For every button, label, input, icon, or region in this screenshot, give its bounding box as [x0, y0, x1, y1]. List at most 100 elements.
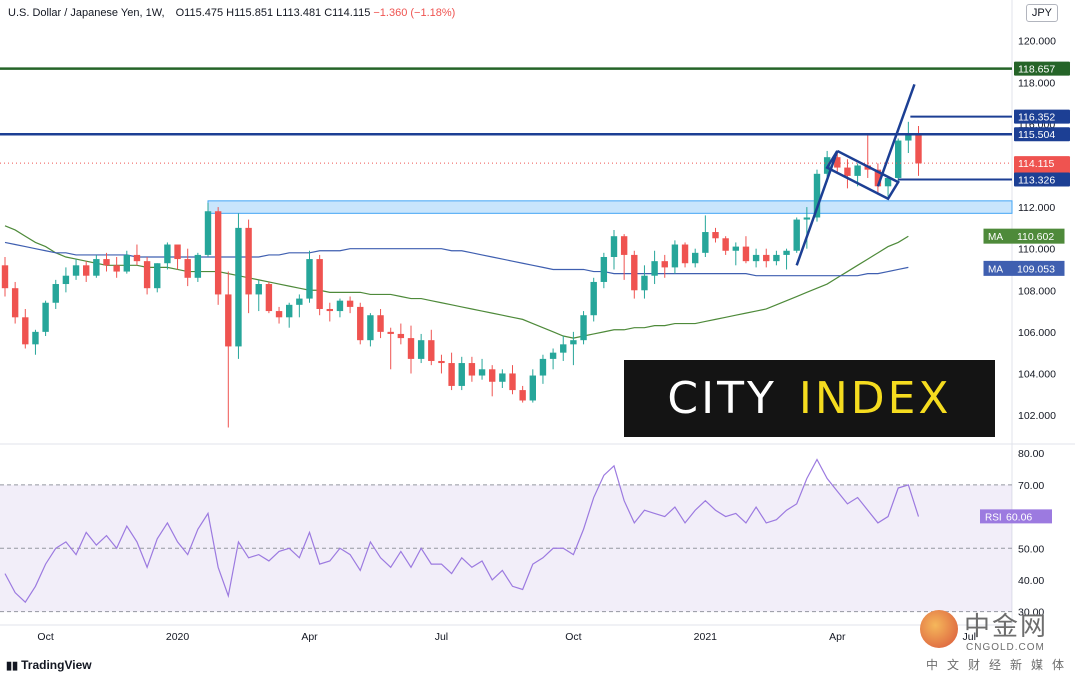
time-tick-label: Oct — [565, 631, 581, 643]
price-tick-label: 104.000 — [1018, 368, 1056, 380]
candle-body — [620, 236, 628, 255]
candle-body — [681, 244, 689, 264]
currency-badge[interactable]: JPY — [1025, 4, 1058, 22]
ma-tag-green-value: 110.602 — [1017, 231, 1054, 243]
candle-body — [712, 232, 719, 239]
candle-body — [123, 254, 130, 272]
time-tick-label: 2020 — [166, 631, 190, 643]
rsi-tag-label: RSI — [985, 512, 1002, 523]
candle-body — [539, 358, 547, 376]
city-word: CITY — [667, 373, 777, 424]
candle-body — [692, 252, 699, 264]
time-tick-label: Oct — [37, 631, 53, 643]
rsi-tag-bg — [980, 509, 1052, 524]
candle-body — [468, 363, 476, 376]
candle-body — [11, 288, 19, 318]
candle-body — [722, 238, 729, 251]
level-118-tag: 118.657 — [1018, 64, 1055, 76]
candle-body — [235, 227, 242, 347]
candle-body — [316, 259, 323, 309]
candle-body — [275, 311, 283, 318]
rsi-line — [4, 458, 920, 604]
cngold-name: 中金网 — [964, 611, 1049, 641]
candle-body — [1, 265, 9, 289]
candle-body — [478, 369, 486, 376]
candle-body — [499, 373, 506, 382]
candle-body — [549, 352, 557, 359]
candle-body — [590, 281, 597, 316]
rsi-tick-label: 50.00 — [1018, 543, 1044, 555]
candle-body — [438, 360, 445, 364]
candle-body — [265, 284, 273, 312]
candle-body — [600, 256, 608, 282]
level-113-tag: 113.326 — [1018, 175, 1055, 187]
candle-body — [641, 275, 648, 291]
candle-body — [895, 140, 902, 178]
candle-body — [560, 344, 567, 353]
candle-body — [83, 265, 90, 276]
candle-body — [22, 317, 29, 345]
candle-body — [661, 261, 668, 268]
level-116-tag: 116.352 — [1018, 112, 1055, 124]
candle-body — [783, 250, 790, 255]
candle-body — [103, 259, 110, 266]
price-tick-label: 118.000 — [1018, 77, 1055, 89]
candle-body — [346, 300, 354, 307]
candle-body — [306, 259, 313, 299]
time-tick-label: Jul — [963, 631, 976, 643]
breakout-line — [876, 83, 916, 187]
level-118-tag-bg — [1014, 61, 1070, 76]
ma-tag-green-prefix-bg — [984, 229, 1008, 244]
candle-body — [225, 294, 232, 347]
candle-body — [357, 306, 364, 341]
city-index-logo: CITY INDEX — [624, 360, 995, 437]
candle-body — [154, 263, 161, 289]
candle-body — [519, 390, 526, 401]
ma-tag-green-value-bg — [1008, 229, 1064, 244]
candle-body — [651, 261, 658, 276]
candle-body — [397, 333, 405, 339]
cngold-watermark: 中金网 CNGOLD.COM 中文财经新媒体 — [918, 604, 1078, 681]
candle-body — [905, 134, 912, 141]
candle-body — [448, 363, 455, 386]
candle-body — [174, 244, 181, 260]
rsi-tick-label: 80.00 — [1018, 448, 1044, 460]
candle-body — [32, 331, 39, 345]
candle-body — [610, 236, 618, 257]
level-113-tag-bg — [1014, 172, 1070, 187]
candle-body — [580, 315, 587, 341]
ma-tag-blue-value-bg — [1008, 261, 1064, 276]
candle-body — [326, 308, 333, 312]
price-tick-label: 112.000 — [1018, 202, 1055, 214]
candle-body — [732, 246, 739, 251]
price-change: −1.360 (−1.18%) — [373, 7, 456, 19]
ma-tag-green-prefix: MA — [988, 232, 1003, 243]
cngold-subtitle: 中文财经新媒体 — [926, 658, 1074, 672]
candle-body — [194, 254, 202, 278]
cngold-logo-icon — [920, 610, 958, 648]
price-tick-label: 108.000 — [1018, 285, 1056, 297]
price-tick-label: 106.000 — [1018, 327, 1056, 339]
price-tick-label: 120.000 — [1018, 36, 1056, 48]
time-tick-label: Apr — [829, 631, 846, 643]
candle-body — [489, 369, 496, 382]
candle-body — [367, 315, 374, 341]
candle-body — [336, 300, 344, 312]
candle-body — [752, 254, 760, 262]
candle-body — [763, 254, 770, 262]
candle-body — [184, 259, 191, 278]
level-116-tag-bg — [1014, 109, 1070, 124]
candle-body — [407, 338, 415, 359]
index-word: INDEX — [798, 373, 952, 424]
candle-body — [387, 331, 394, 334]
ma-tag-blue-value: 109.053 — [1017, 263, 1055, 275]
tradingview-logo[interactable]: ▮▮ TradingView — [6, 658, 92, 672]
candle-body — [113, 265, 120, 272]
chart-header: U.S. Dollar / Japanese Yen, 1W, O115.475… — [8, 7, 455, 19]
rsi-tick-label: 40.00 — [1018, 575, 1044, 587]
time-tick-label: Apr — [301, 631, 318, 643]
ma-tag-blue-prefix: MA — [988, 264, 1003, 275]
last-price-tag: 114.115 — [1018, 158, 1055, 170]
